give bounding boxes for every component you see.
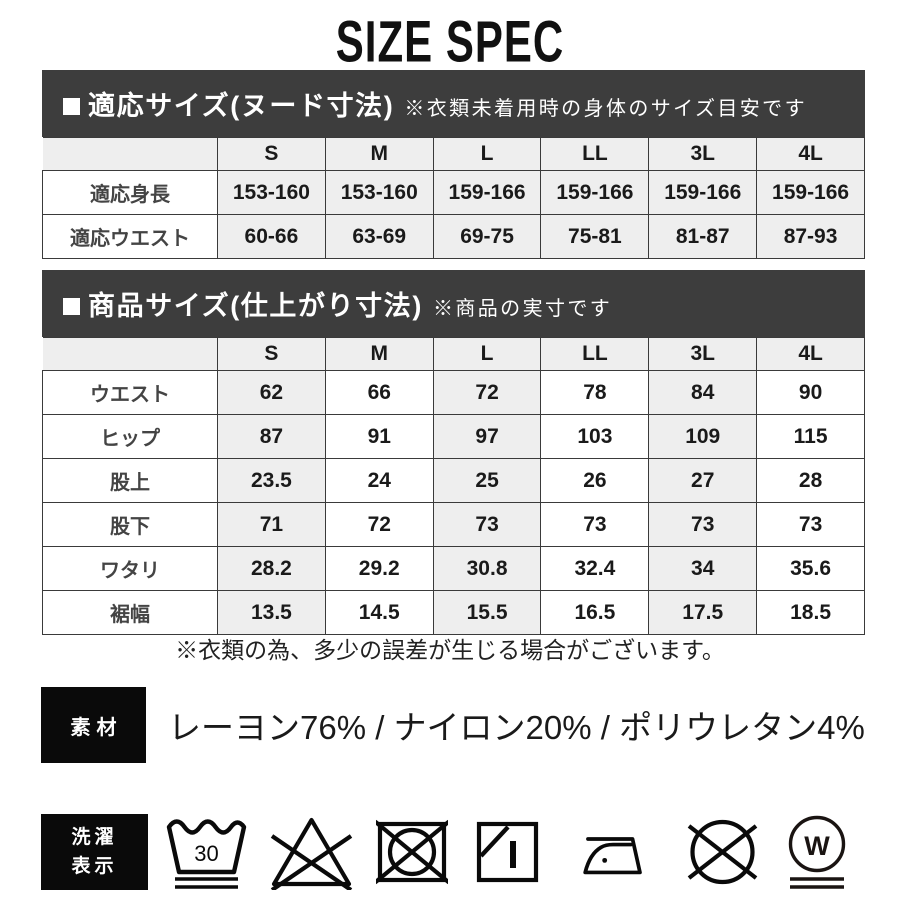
- svg-text:30: 30: [194, 841, 218, 866]
- svg-text:W: W: [804, 831, 830, 861]
